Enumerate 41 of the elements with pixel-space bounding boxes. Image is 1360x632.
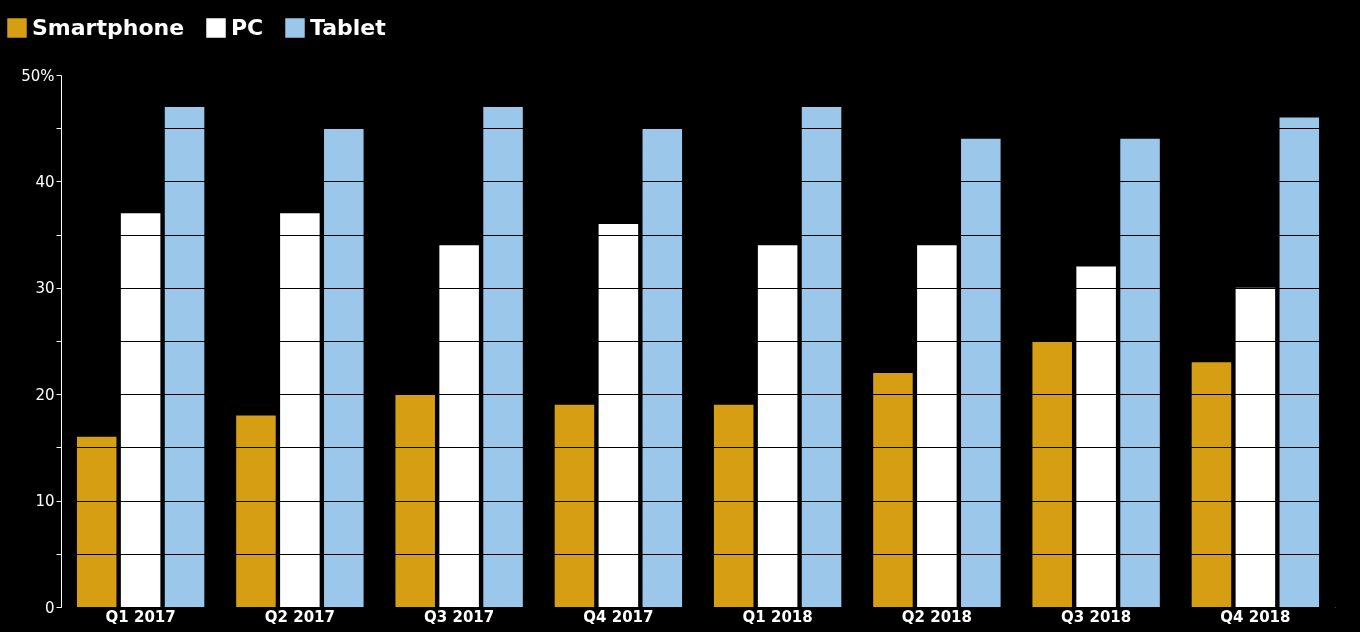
y-tick-label: 50% [21, 66, 55, 85]
bar [642, 128, 683, 607]
bar [961, 138, 1001, 607]
bar [1076, 266, 1116, 607]
bar [236, 415, 276, 607]
bar [554, 404, 595, 607]
x-tick-label: Q4 2017 [583, 607, 654, 626]
bar [598, 223, 639, 607]
y-tick-label: 0 [44, 598, 55, 617]
bar [483, 106, 523, 607]
bar [324, 128, 364, 607]
y-tick-label: 40 [35, 172, 55, 191]
bar [395, 394, 435, 607]
y-tick-label: 30 [35, 279, 55, 298]
x-tick-label: Q1 2017 [105, 607, 176, 626]
bar [1279, 117, 1320, 607]
bar [757, 245, 798, 607]
y-tick-label: 20 [35, 385, 55, 404]
bar [873, 372, 913, 607]
bar [164, 106, 205, 607]
bar [120, 213, 161, 607]
x-tick-label: Q1 2018 [742, 607, 813, 626]
bar [1120, 138, 1160, 607]
x-tick-label: Q2 2018 [901, 607, 972, 626]
legend-label: Smartphone [32, 15, 185, 40]
bar [917, 245, 957, 607]
bar [801, 106, 842, 607]
bar [1032, 341, 1072, 607]
y-tick-label: 10 [35, 492, 55, 511]
x-tick-label: Q2 2017 [264, 607, 335, 626]
bar [1191, 362, 1232, 607]
legend-label: PC [231, 15, 264, 40]
x-tick-label: Q3 2017 [424, 607, 495, 626]
x-tick-label: Q3 2018 [1061, 607, 1132, 626]
bar [713, 404, 754, 607]
bar [280, 213, 320, 607]
bar [76, 436, 117, 607]
legend-label: Tablet [310, 15, 387, 40]
bar [439, 245, 479, 607]
x-tick-label: Q4 2018 [1220, 607, 1291, 626]
bar [1235, 287, 1276, 607]
